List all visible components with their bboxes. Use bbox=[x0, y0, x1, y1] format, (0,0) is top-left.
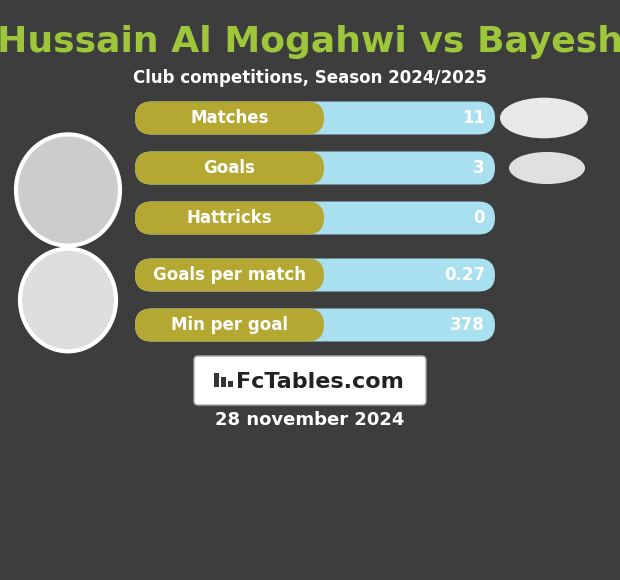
FancyBboxPatch shape bbox=[135, 201, 495, 234]
FancyBboxPatch shape bbox=[194, 356, 426, 405]
Text: Hussain Al Mogahwi vs Bayesh: Hussain Al Mogahwi vs Bayesh bbox=[0, 25, 620, 59]
FancyBboxPatch shape bbox=[135, 309, 495, 342]
Text: 3: 3 bbox=[474, 159, 485, 177]
Text: Hattricks: Hattricks bbox=[187, 209, 272, 227]
Ellipse shape bbox=[509, 152, 585, 184]
Text: FcTables.com: FcTables.com bbox=[236, 372, 404, 392]
Text: Club competitions, Season 2024/2025: Club competitions, Season 2024/2025 bbox=[133, 69, 487, 87]
Bar bbox=[228, 380, 233, 386]
Text: 0.27: 0.27 bbox=[444, 266, 485, 284]
Text: Goals per match: Goals per match bbox=[153, 266, 306, 284]
Bar bbox=[221, 376, 226, 386]
FancyBboxPatch shape bbox=[135, 151, 324, 184]
FancyBboxPatch shape bbox=[135, 102, 324, 135]
Text: 378: 378 bbox=[450, 316, 485, 334]
Ellipse shape bbox=[16, 135, 120, 245]
Text: 28 november 2024: 28 november 2024 bbox=[215, 411, 405, 429]
FancyBboxPatch shape bbox=[135, 102, 495, 135]
FancyBboxPatch shape bbox=[135, 201, 324, 234]
Text: 0: 0 bbox=[474, 209, 485, 227]
FancyBboxPatch shape bbox=[135, 259, 495, 292]
Ellipse shape bbox=[500, 97, 588, 138]
FancyBboxPatch shape bbox=[135, 309, 324, 342]
Text: Matches: Matches bbox=[190, 109, 268, 127]
Text: Min per goal: Min per goal bbox=[171, 316, 288, 334]
Ellipse shape bbox=[20, 249, 116, 351]
Text: Goals: Goals bbox=[203, 159, 255, 177]
FancyBboxPatch shape bbox=[135, 259, 324, 292]
Text: 11: 11 bbox=[462, 109, 485, 127]
FancyBboxPatch shape bbox=[135, 151, 495, 184]
Bar bbox=[214, 372, 219, 386]
